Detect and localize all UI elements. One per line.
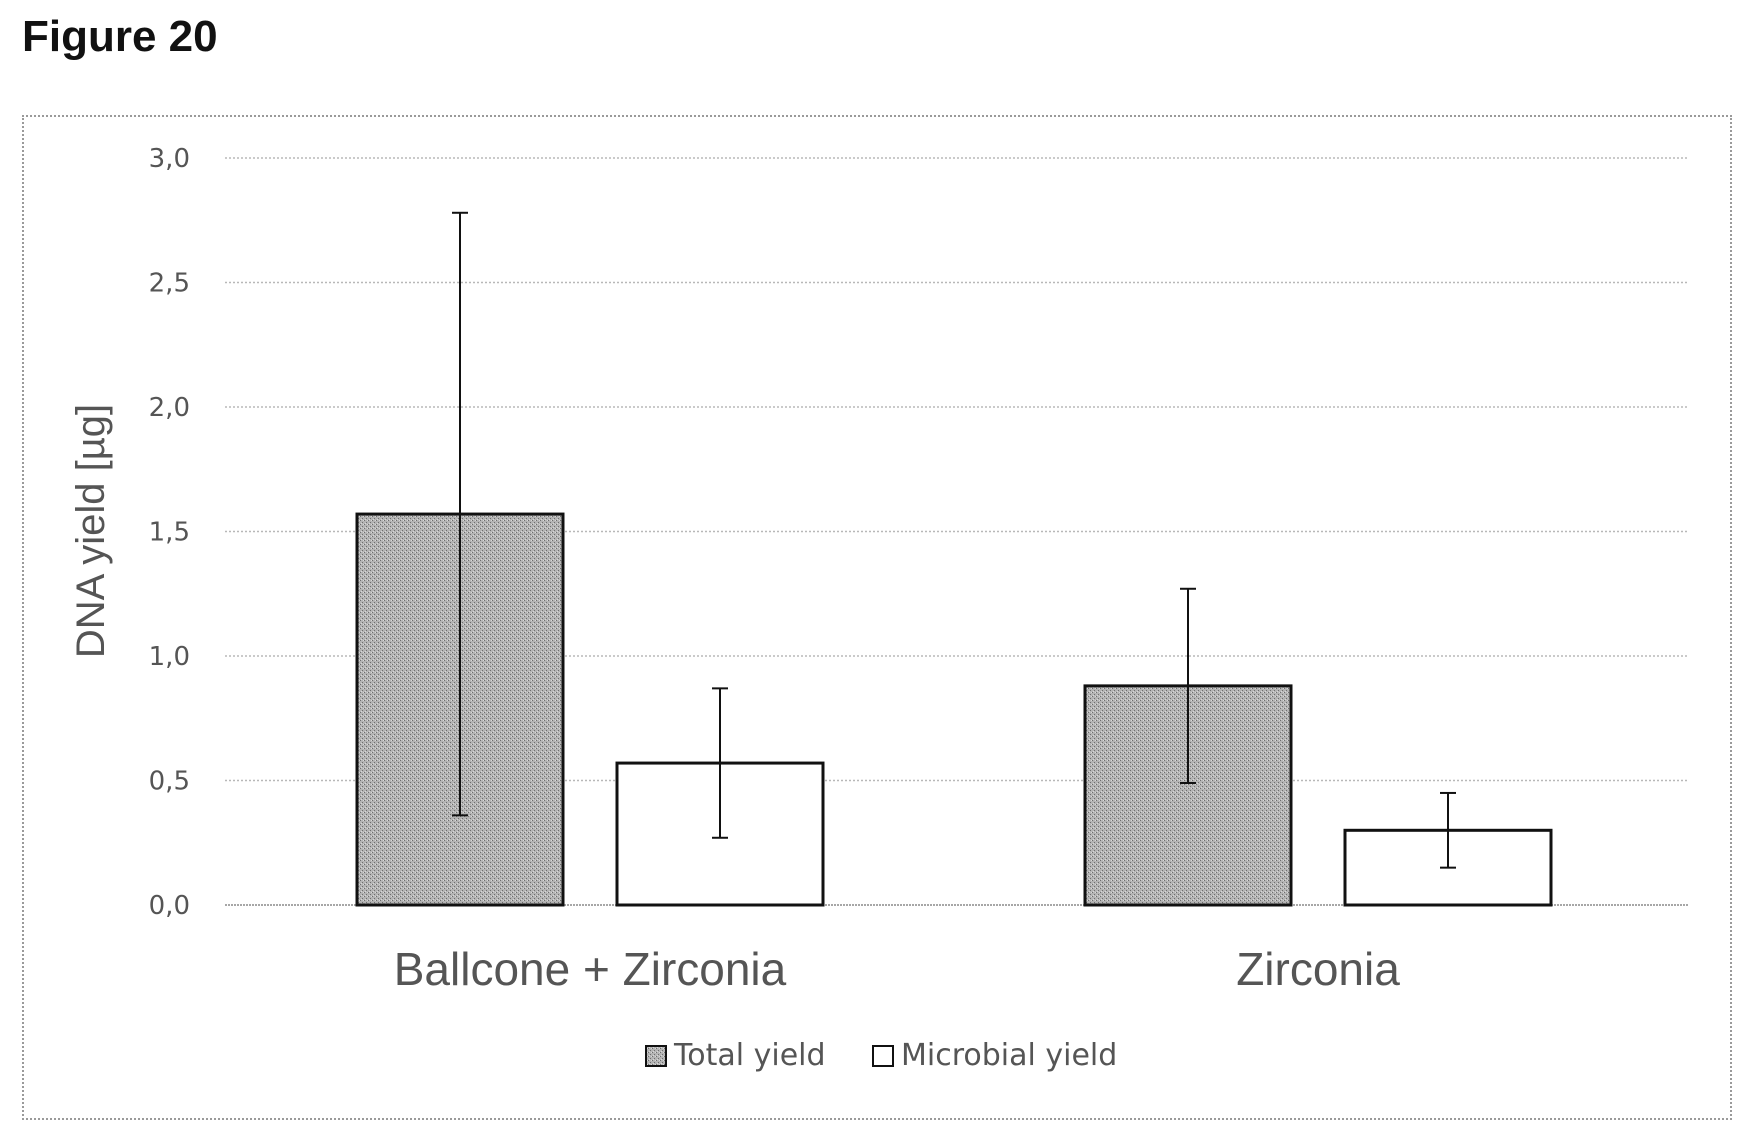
legend-label: Total yield [673, 1038, 826, 1073]
legend: Total yield Microbial yield [645, 1038, 1117, 1073]
y-tick-label: 1,5 [149, 518, 190, 548]
bars [355, 512, 1553, 907]
y-tick-label: 2,0 [149, 393, 190, 423]
x-category-label: Ballcone + Zirconia [394, 943, 787, 995]
y-tick-label: 2,5 [149, 269, 190, 299]
x-category-label: Zirconia [1236, 943, 1400, 995]
legend-swatch [645, 1045, 667, 1067]
chart-frame [22, 115, 1732, 1120]
y-tick-label: 0,0 [149, 891, 190, 921]
legend-label: Microbial yield [901, 1038, 1117, 1073]
figure-title: Figure 20 [22, 12, 218, 61]
y-tick-label: 3,0 [149, 144, 190, 174]
axis-labels: 0,0 0,5 1,0 1,5 2,0 2,5 3,0 Ballcone + Zirconia… [69, 144, 1400, 995]
error-bars [452, 211, 1456, 869]
y-tick-label: 0,5 [149, 767, 190, 797]
y-axis-label: DNA yield [µg] [69, 404, 113, 658]
legend-swatch [872, 1045, 894, 1067]
y-tick-label: 1,0 [149, 642, 190, 672]
